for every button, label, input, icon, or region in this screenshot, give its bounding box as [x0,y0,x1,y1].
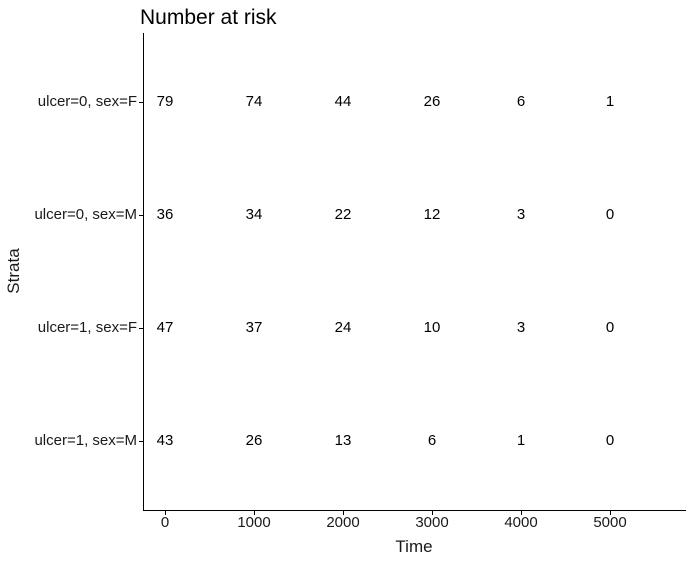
x-axis-tick-label: 4000 [504,514,538,531]
x-axis-tick-label: 1000 [237,514,271,531]
y-axis-category-label: ulcer=1, sex=F [37,319,137,336]
x-axis-tick [254,511,255,515]
risk-count: 0 [605,206,615,223]
y-axis-tick [139,102,143,103]
risk-count: 79 [156,93,174,110]
risk-count: 13 [334,432,352,449]
risk-count: 36 [156,206,174,223]
risk-count: 0 [605,319,615,336]
risk-count: 37 [245,319,263,336]
y-axis-tick [139,328,143,329]
x-axis-tick [343,511,344,515]
x-axis-tick-label: 2000 [326,514,360,531]
risk-count: 3 [516,319,526,336]
y-axis-title: Strata [4,248,23,294]
x-axis-title: Time [395,537,433,556]
x-axis-tick-label: 5000 [593,514,627,531]
risk-count: 34 [245,206,263,223]
y-axis-line [143,33,144,511]
x-axis-tick-label: 3000 [415,514,449,531]
x-axis-tick [521,511,522,515]
y-axis-tick [139,441,143,442]
risk-count: 24 [334,319,352,336]
risk-count: 0 [605,432,615,449]
risk-count: 43 [156,432,174,449]
risk-count: 6 [427,432,437,449]
x-axis-tick-label: 0 [160,514,170,531]
risk-count: 1 [605,93,615,110]
risk-count: 47 [156,319,174,336]
risk-count: 10 [423,319,441,336]
x-axis-tick [165,511,166,515]
risk-count: 1 [516,432,526,449]
plot-title: Number at risk [140,6,277,29]
risk-count: 74 [245,93,263,110]
x-axis-tick [432,511,433,515]
risk-count: 44 [334,93,352,110]
y-axis-category-label: ulcer=1, sex=M [34,432,137,449]
x-axis-line [143,510,686,511]
risk-count: 12 [423,206,441,223]
risk-count: 3 [516,206,526,223]
risk-count: 26 [245,432,263,449]
risk-count: 22 [334,206,352,223]
risk-count: 26 [423,93,441,110]
risk-count: 6 [516,93,526,110]
y-axis-category-label: ulcer=0, sex=M [34,206,137,223]
y-axis-category-label: ulcer=0, sex=F [37,93,137,110]
x-axis-tick [610,511,611,515]
y-axis-tick [139,215,143,216]
